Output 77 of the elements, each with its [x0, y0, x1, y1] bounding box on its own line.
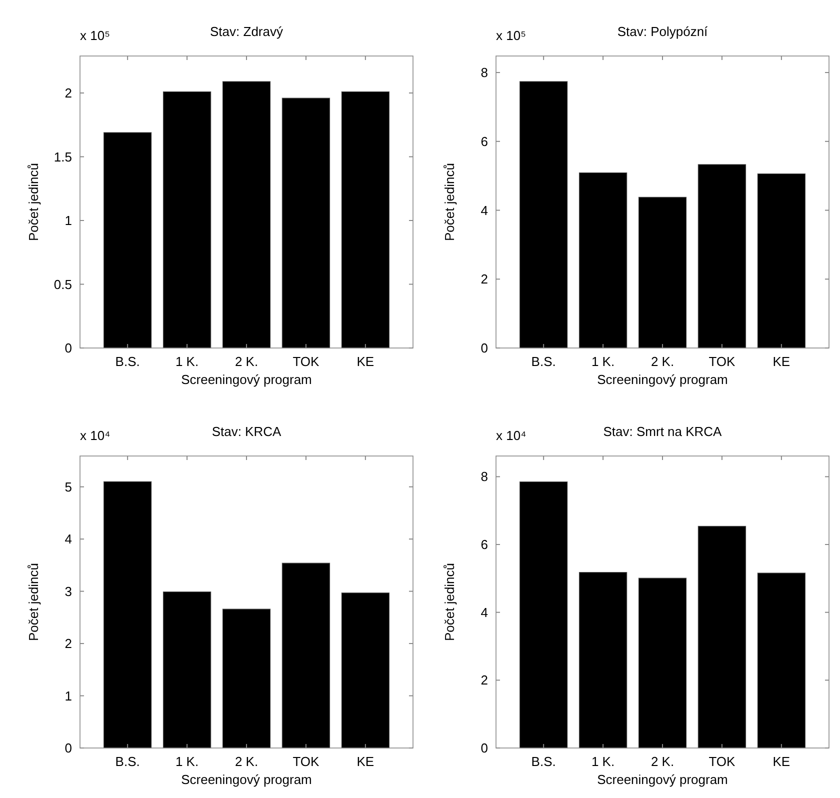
bar [638, 196, 687, 348]
x-tick-label: KE [772, 754, 790, 769]
y-tick-label: 0 [64, 340, 72, 356]
y-tick-label: 0 [480, 340, 488, 356]
y-tick-label: 1 [64, 213, 72, 228]
bar [757, 572, 806, 748]
x-axis-title: Screeningový program [181, 772, 312, 787]
bar [282, 562, 330, 748]
y-tick-label: 1.5 [54, 149, 72, 164]
x-tick-label: B.S. [531, 354, 556, 369]
y-tick-label: 0.5 [54, 276, 72, 292]
x-tick-label: 1 K. [591, 754, 615, 769]
bar [103, 132, 152, 348]
bar [341, 91, 390, 348]
bar [698, 526, 746, 748]
x-tick-label: 1 K. [591, 354, 615, 369]
x-tick-label: B.S. [115, 354, 140, 369]
y-tick-label: 1 [64, 688, 72, 704]
x-tick-label: 2 K. [234, 354, 258, 369]
chart-title: Stav: Smrt na KRCA [603, 424, 722, 439]
bar [222, 608, 271, 748]
y-tick-label: 4 [64, 532, 72, 547]
y-axis-title: Počet jedinců [442, 162, 457, 242]
x-tick-label: TOK [292, 754, 320, 769]
x-axis-title: Screeningový program [597, 372, 728, 387]
y-tick-label: 2 [480, 672, 488, 688]
chart-title: Stav: Polypózní [617, 24, 708, 39]
text: x 10⁵ [496, 28, 526, 43]
x-tick-label: B.S. [531, 754, 556, 769]
x-tick-label: 2 K. [234, 754, 258, 769]
bar [757, 173, 806, 348]
y-tick-label: 4 [480, 604, 488, 620]
bar [578, 572, 628, 748]
bar [162, 592, 212, 748]
bar [698, 164, 746, 348]
y-tick-label: 0 [480, 740, 488, 756]
y-tick-label: 8 [480, 469, 488, 484]
x-tick-label: KE [772, 354, 790, 369]
x-tick-label: 2 K. [650, 354, 674, 369]
y-axis-title: Počet jedinců [26, 562, 41, 642]
y-tick-label: 5 [64, 479, 72, 494]
y-tick-label: 2 [64, 86, 72, 101]
x-tick-label: KE [356, 754, 374, 769]
bar [222, 81, 271, 348]
bar [519, 481, 568, 748]
text: x 10⁵ [80, 28, 110, 43]
y-axis-title: Počet jedinců [26, 162, 41, 242]
x-tick-label: 1 K. [175, 354, 199, 369]
chart-title: Stav: Zdravý [210, 24, 284, 39]
y-tick-label: 0 [64, 740, 72, 756]
x-tick-label: 1 K. [175, 754, 199, 769]
bar [282, 98, 330, 348]
bar [162, 91, 212, 348]
x-axis-title: Screeningový program [181, 372, 312, 387]
text: x 10⁴ [80, 428, 110, 443]
bar [103, 481, 152, 748]
y-tick-label: 3 [64, 584, 72, 599]
y-tick-label: 2 [480, 272, 488, 287]
chart-title: Stav: KRCA [212, 424, 282, 439]
x-tick-label: TOK [292, 354, 320, 369]
x-tick-label: TOK [708, 354, 736, 369]
x-axis-title: Screeningový program [597, 772, 728, 787]
x-tick-label: B.S. [115, 754, 140, 769]
y-tick-label: 8 [480, 65, 488, 80]
y-tick-label: 6 [480, 134, 488, 149]
x-tick-label: 2 K. [650, 754, 674, 769]
bar [341, 592, 390, 748]
y-tick-label: 2 [64, 636, 72, 652]
bar [578, 172, 628, 348]
bar [519, 81, 568, 348]
y-tick-label: 6 [480, 537, 488, 552]
y-axis-title: Počet jedinců [442, 562, 457, 642]
x-tick-label: KE [356, 354, 374, 369]
text: x 10⁴ [496, 428, 526, 443]
bar [638, 578, 687, 748]
x-tick-label: TOK [708, 754, 736, 769]
y-tick-label: 4 [480, 202, 488, 218]
